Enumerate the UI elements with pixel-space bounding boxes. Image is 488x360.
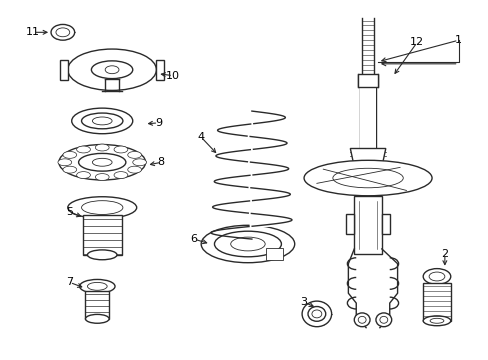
Ellipse shape bbox=[114, 146, 127, 153]
Ellipse shape bbox=[105, 66, 119, 74]
Ellipse shape bbox=[92, 117, 112, 125]
Ellipse shape bbox=[304, 160, 431, 196]
Ellipse shape bbox=[81, 113, 122, 129]
Text: 8: 8 bbox=[158, 157, 164, 167]
Bar bbox=[360, 87, 375, 156]
Bar bbox=[353, 196, 381, 254]
Text: 3: 3 bbox=[300, 297, 307, 307]
Text: 6: 6 bbox=[190, 234, 197, 244]
Ellipse shape bbox=[77, 146, 90, 153]
Bar bbox=[381, 215, 389, 234]
Text: 7: 7 bbox=[66, 278, 73, 287]
Ellipse shape bbox=[63, 166, 77, 173]
Ellipse shape bbox=[68, 197, 137, 219]
Ellipse shape bbox=[58, 159, 72, 166]
Ellipse shape bbox=[95, 144, 109, 151]
Ellipse shape bbox=[127, 152, 141, 158]
Ellipse shape bbox=[77, 172, 90, 179]
Ellipse shape bbox=[56, 28, 70, 37]
Ellipse shape bbox=[307, 306, 325, 321]
Ellipse shape bbox=[59, 145, 145, 180]
Ellipse shape bbox=[375, 313, 391, 327]
Bar bbox=[358, 74, 377, 87]
Bar bbox=[265, 248, 283, 260]
Ellipse shape bbox=[428, 272, 444, 281]
Ellipse shape bbox=[429, 318, 443, 323]
Ellipse shape bbox=[91, 61, 132, 78]
Bar bbox=[60, 60, 68, 80]
Ellipse shape bbox=[422, 269, 450, 284]
Ellipse shape bbox=[311, 310, 321, 318]
Ellipse shape bbox=[114, 172, 127, 179]
Text: 10: 10 bbox=[166, 71, 180, 81]
Ellipse shape bbox=[230, 237, 264, 251]
Ellipse shape bbox=[332, 168, 403, 188]
Bar bbox=[156, 60, 164, 80]
Ellipse shape bbox=[79, 153, 125, 171]
Ellipse shape bbox=[80, 279, 115, 293]
Ellipse shape bbox=[214, 231, 281, 257]
Ellipse shape bbox=[81, 201, 122, 215]
Ellipse shape bbox=[63, 152, 77, 158]
Bar bbox=[346, 215, 353, 234]
Text: 2: 2 bbox=[440, 249, 447, 259]
Bar bbox=[422, 283, 450, 321]
Ellipse shape bbox=[358, 316, 366, 323]
Ellipse shape bbox=[85, 314, 109, 323]
Bar bbox=[85, 291, 109, 319]
Ellipse shape bbox=[87, 250, 117, 260]
Ellipse shape bbox=[92, 158, 112, 166]
Ellipse shape bbox=[95, 174, 109, 180]
Text: 4: 4 bbox=[197, 132, 204, 142]
Text: 1: 1 bbox=[454, 35, 461, 45]
Ellipse shape bbox=[201, 225, 294, 263]
Ellipse shape bbox=[87, 282, 107, 290]
Ellipse shape bbox=[127, 166, 141, 173]
Ellipse shape bbox=[302, 301, 331, 327]
Polygon shape bbox=[349, 148, 385, 162]
Ellipse shape bbox=[353, 313, 369, 327]
Text: 12: 12 bbox=[409, 37, 424, 47]
Bar bbox=[82, 215, 122, 255]
Ellipse shape bbox=[68, 49, 156, 90]
Text: 5: 5 bbox=[66, 207, 73, 217]
Text: 9: 9 bbox=[155, 118, 162, 128]
Ellipse shape bbox=[379, 316, 387, 323]
Ellipse shape bbox=[72, 108, 132, 134]
Ellipse shape bbox=[132, 159, 146, 166]
Ellipse shape bbox=[422, 316, 450, 326]
Ellipse shape bbox=[51, 24, 75, 40]
Text: 11: 11 bbox=[26, 27, 40, 37]
